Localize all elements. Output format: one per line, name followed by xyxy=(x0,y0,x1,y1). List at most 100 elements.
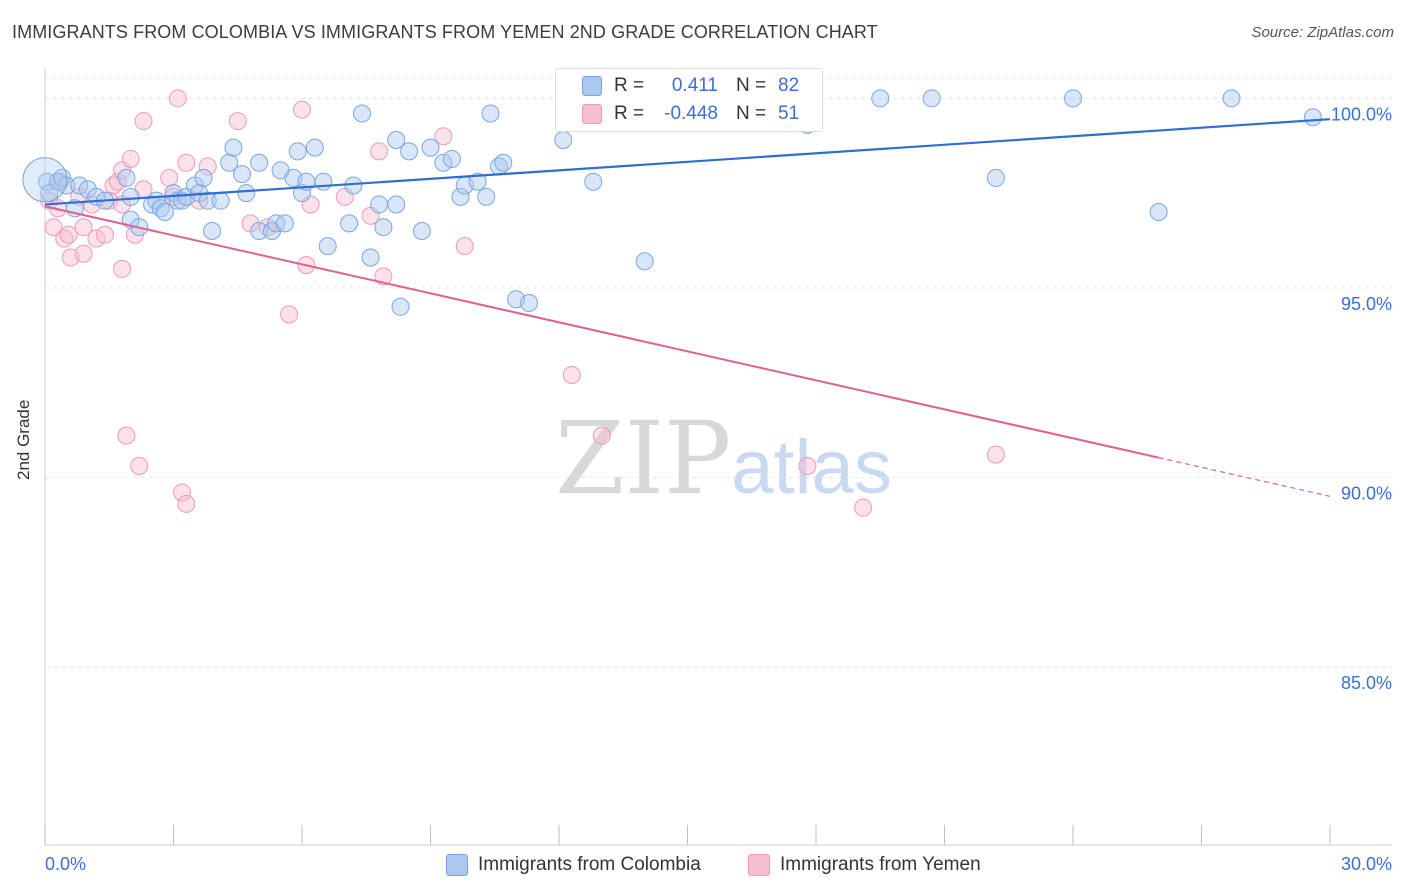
gridlines xyxy=(45,77,1392,668)
colombia-points xyxy=(22,89,1322,316)
legend-colombia-label: Immigrants from Colombia xyxy=(478,854,701,875)
y-tick-labels: 85.0% 90.0% 95.0% 100.0% xyxy=(1331,104,1392,693)
x-tick-label: 30.0% xyxy=(1341,854,1392,874)
colombia-point xyxy=(117,168,136,187)
colombia-point xyxy=(922,89,941,108)
colombia-point xyxy=(220,153,239,172)
colombia-point xyxy=(22,157,68,203)
colombia-point xyxy=(1303,108,1322,127)
colombia-point xyxy=(1064,89,1082,108)
stats-legend-box: R = 0.411 N = 82 R = -0.448 N = 51 xyxy=(555,68,823,132)
yemen-trend-line-extension xyxy=(1158,457,1331,497)
colombia-point xyxy=(871,89,890,108)
colombia-point xyxy=(370,195,389,214)
yemen-point xyxy=(370,142,389,161)
yemen-point xyxy=(455,237,474,256)
source-label: Source: ZipAtlas.com xyxy=(1251,24,1394,41)
yemen-swatch xyxy=(582,104,602,124)
colombia-point xyxy=(481,104,500,123)
colombia-point xyxy=(374,218,393,237)
yemen-point xyxy=(87,229,106,248)
colombia-n-label: N = xyxy=(736,75,767,96)
yemen-point xyxy=(121,149,140,168)
yemen-point xyxy=(44,218,63,237)
yemen-point xyxy=(986,445,1005,464)
yemen-point xyxy=(198,157,217,176)
colombia-point xyxy=(1149,203,1168,222)
colombia-point xyxy=(442,149,461,168)
y-tick-label: 95.0% xyxy=(1341,294,1392,314)
colombia-point xyxy=(70,176,89,195)
axes xyxy=(44,68,1392,846)
colombia-trend-line xyxy=(44,118,1331,206)
yemen-n-label: N = xyxy=(736,103,767,124)
colombia-point xyxy=(352,104,371,123)
yemen-point xyxy=(177,494,196,513)
yemen-point xyxy=(74,218,93,237)
yemen-points xyxy=(40,89,1005,517)
yemen-point xyxy=(854,498,873,517)
colombia-point xyxy=(421,138,440,157)
watermark-atlas: atlas xyxy=(731,425,892,510)
colombia-point xyxy=(293,184,311,203)
colombia-r-label: R = xyxy=(614,75,645,96)
colombia-point xyxy=(314,172,333,191)
yemen-point xyxy=(592,426,611,445)
yemen-point xyxy=(562,366,581,385)
colombia-point xyxy=(520,293,539,312)
colombia-point xyxy=(344,176,363,195)
yemen-point xyxy=(160,168,179,187)
y-tick-label: 85.0% xyxy=(1341,673,1392,693)
watermark: ZIPatlas xyxy=(555,400,892,517)
colombia-point xyxy=(318,237,337,256)
stats-row-yemen: R = -0.448 N = 51 xyxy=(556,100,822,128)
colombia-point xyxy=(233,165,252,184)
chart-title: IMMIGRANTS FROM COLOMBIA VS IMMIGRANTS F… xyxy=(12,22,878,42)
x-tick-label: 0.0% xyxy=(45,854,86,874)
yemen-point xyxy=(374,267,393,286)
yemen-point xyxy=(228,112,247,131)
colombia-point xyxy=(211,191,230,210)
colombia-point xyxy=(391,297,410,316)
yemen-point xyxy=(130,456,149,475)
yemen-point xyxy=(74,244,93,263)
y-tick-label: 100.0% xyxy=(1331,104,1392,124)
yemen-n-value: 51 xyxy=(778,103,800,124)
colombia-point xyxy=(635,252,654,271)
colombia-point xyxy=(275,214,294,233)
colombia-point xyxy=(288,142,307,161)
colombia-r-value: 0.411 xyxy=(671,75,718,96)
colombia-point xyxy=(250,221,269,240)
legend-yemen-swatch xyxy=(748,854,770,876)
legend-colombia-swatch xyxy=(446,854,468,876)
colombia-point xyxy=(305,138,324,157)
yemen-point xyxy=(434,127,453,146)
colombia-point xyxy=(194,168,213,187)
colombia-point xyxy=(224,138,243,157)
yemen-point xyxy=(168,89,187,108)
colombia-point xyxy=(198,191,217,210)
trend-lines xyxy=(44,118,1331,497)
colombia-swatch xyxy=(582,76,602,96)
colombia-point xyxy=(451,187,470,206)
yemen-point xyxy=(177,153,196,172)
colombia-point xyxy=(584,172,603,191)
colombia-point xyxy=(121,187,140,206)
bottom-legend: Immigrants from Colombia Immigrants from… xyxy=(0,850,1406,880)
colombia-point xyxy=(340,214,359,233)
yemen-point xyxy=(280,305,299,324)
colombia-point xyxy=(554,131,573,150)
legend-yemen-label: Immigrants from Yemen xyxy=(780,854,981,875)
colombia-point xyxy=(494,153,513,172)
colombia-point xyxy=(400,142,419,161)
yemen-point xyxy=(134,112,153,131)
yemen-point xyxy=(117,426,136,445)
yemen-point xyxy=(113,259,132,278)
colombia-point xyxy=(1222,89,1241,108)
yemen-point xyxy=(95,225,114,244)
yemen-point xyxy=(798,456,817,475)
colombia-n-value: 82 xyxy=(778,75,800,96)
colombia-point xyxy=(986,168,1005,187)
x-tick-labels: 0.0% 30.0% xyxy=(45,854,1392,874)
colombia-point xyxy=(250,153,269,172)
